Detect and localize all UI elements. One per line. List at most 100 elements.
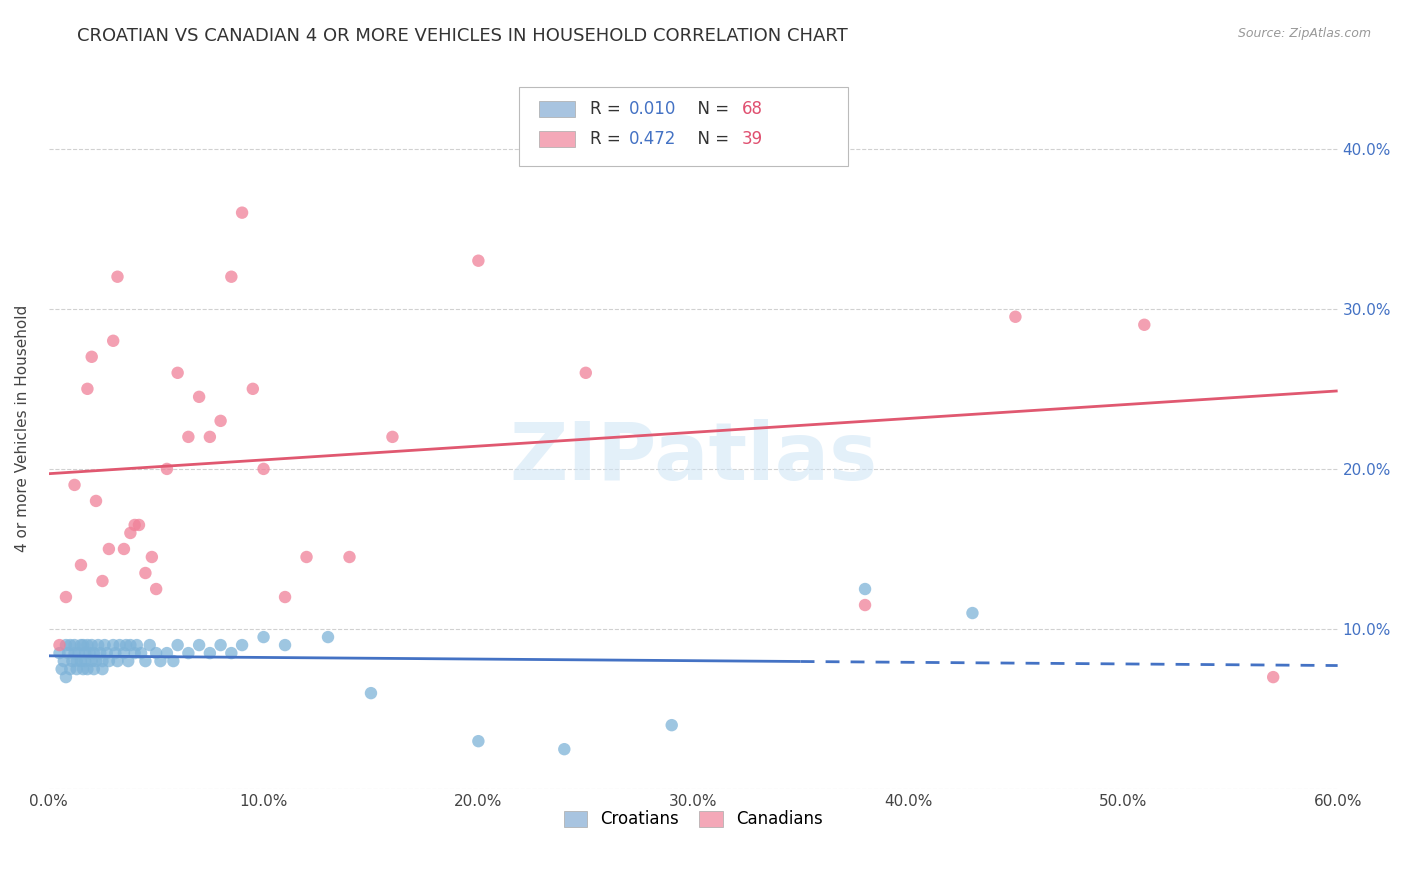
Point	[103, 638, 125, 652]
Point	[48, 646, 70, 660]
Point	[91, 662, 114, 676]
Point	[80, 638, 103, 652]
Y-axis label: 4 or more Vehicles in Household: 4 or more Vehicles in Household	[15, 305, 30, 552]
Point	[93, 638, 115, 652]
Point	[853, 598, 876, 612]
Point	[112, 646, 135, 660]
Point	[87, 638, 110, 652]
Point	[75, 654, 97, 668]
Point	[97, 541, 120, 556]
Point	[117, 654, 139, 668]
Point	[177, 646, 200, 660]
Point	[129, 646, 152, 660]
Point	[125, 638, 148, 652]
Point	[63, 478, 86, 492]
Point	[853, 582, 876, 596]
Point	[177, 430, 200, 444]
Point	[124, 518, 146, 533]
Point	[198, 646, 221, 660]
Point	[76, 382, 98, 396]
Point	[198, 430, 221, 444]
Point	[63, 638, 86, 652]
Point	[467, 253, 489, 268]
Point	[103, 334, 125, 348]
Point	[76, 638, 98, 652]
Point	[360, 686, 382, 700]
Point	[59, 638, 82, 652]
Text: N =: N =	[686, 100, 734, 118]
Point	[1004, 310, 1026, 324]
Text: 0.472: 0.472	[628, 130, 676, 148]
Point	[221, 269, 243, 284]
Point	[70, 654, 93, 668]
Point	[128, 518, 150, 533]
Point	[149, 654, 172, 668]
Point	[84, 654, 107, 668]
Point	[166, 638, 188, 652]
Point	[120, 638, 142, 652]
Point	[75, 646, 97, 660]
Point	[55, 590, 77, 604]
Point	[188, 638, 211, 652]
Legend: Croatians, Canadians: Croatians, Canadians	[557, 804, 830, 835]
Point	[84, 494, 107, 508]
Point	[91, 574, 114, 588]
Point	[72, 638, 94, 652]
Point	[80, 350, 103, 364]
Point	[66, 662, 89, 676]
Text: N =: N =	[686, 130, 734, 148]
Point	[252, 630, 274, 644]
Point	[97, 654, 120, 668]
Point	[209, 414, 232, 428]
Point	[60, 654, 83, 668]
Point	[79, 646, 101, 660]
Point	[56, 646, 79, 660]
Point	[467, 734, 489, 748]
Point	[188, 390, 211, 404]
Point	[72, 662, 94, 676]
Point	[63, 646, 86, 660]
Point	[1263, 670, 1285, 684]
Point	[83, 662, 105, 676]
Point	[274, 590, 297, 604]
Point	[145, 646, 167, 660]
Point	[316, 630, 339, 644]
Point	[553, 742, 575, 756]
Point	[295, 549, 318, 564]
Bar	[538, 101, 575, 117]
Point	[89, 646, 111, 660]
Point	[115, 638, 138, 652]
Point	[138, 638, 160, 652]
Point	[134, 654, 156, 668]
Point	[104, 646, 127, 660]
Point	[221, 646, 243, 660]
Point	[83, 646, 105, 660]
Point	[962, 606, 984, 620]
Point	[96, 646, 118, 660]
Point	[66, 654, 89, 668]
Point	[51, 662, 73, 676]
Text: 68: 68	[742, 100, 763, 118]
Point	[209, 638, 232, 652]
Point	[107, 269, 129, 284]
Point	[156, 462, 179, 476]
Point	[112, 541, 135, 556]
Point	[70, 638, 93, 652]
Point	[67, 646, 90, 660]
Point	[91, 654, 114, 668]
Text: 39: 39	[742, 130, 763, 148]
Point	[141, 549, 163, 564]
Point	[52, 654, 75, 668]
Point	[80, 654, 103, 668]
Text: R =: R =	[591, 100, 626, 118]
Point	[70, 558, 93, 572]
FancyBboxPatch shape	[519, 87, 848, 166]
Bar	[538, 131, 575, 147]
Point	[48, 638, 70, 652]
Point	[381, 430, 404, 444]
Point	[231, 638, 253, 652]
Point	[55, 638, 77, 652]
Point	[59, 662, 82, 676]
Text: 0.010: 0.010	[628, 100, 676, 118]
Point	[1133, 318, 1156, 332]
